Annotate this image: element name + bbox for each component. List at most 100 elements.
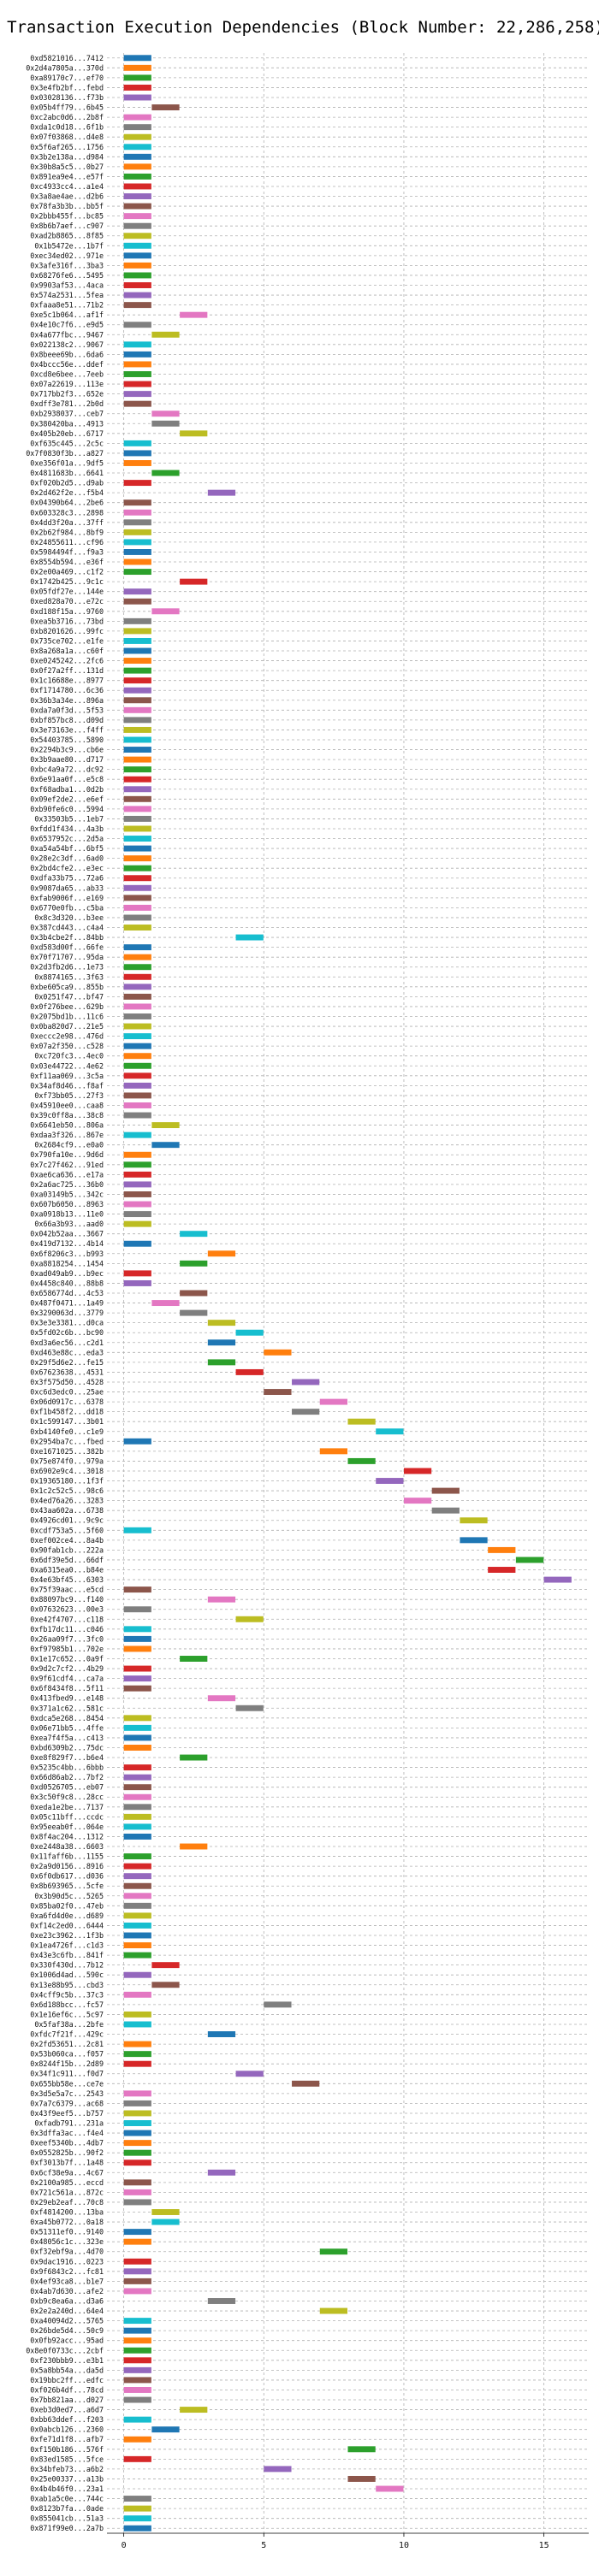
transaction-label: 0x4dd3f20a...37ff [30,518,104,527]
transaction-bar [123,2377,151,2384]
transaction-label: 0x9f6843c2...fc81 [30,2267,104,2276]
transaction-label: 0xd188f15a...9760 [30,607,104,616]
transaction-bar [235,1616,264,1622]
transaction-bar [264,1389,292,1396]
transaction-label: 0x30b8a5c5...0b27 [30,162,104,171]
transaction-label: 0x419d7132...4b14 [30,1239,104,1248]
transaction-bar [123,2258,151,2265]
transaction-label: 0x3a8ae4ae...d2b6 [30,192,104,201]
transaction-bar [123,677,151,684]
transaction-bar [123,1902,151,1909]
transaction-label: 0x2294b3c9...cb6e [30,746,104,754]
transaction-bar [123,1527,151,1533]
transaction-label: 0x2e00a469...c1f2 [30,568,104,576]
transaction-label: 0x68276fe6...5495 [30,271,104,280]
transaction-bar [123,1586,151,1593]
transaction-label: 0xf635c445...2c5c [30,439,104,447]
transaction-label: 0xbe605ca9...855b [30,983,104,991]
transaction-bar [123,875,151,882]
transaction-bar [123,855,151,862]
transaction-bar [460,1537,488,1544]
transaction-bar [319,1398,347,1405]
transaction-bar [123,667,151,674]
transaction-label: 0x78fa3b3b...bb5f [30,202,104,210]
transaction-bar [123,2159,151,2166]
transaction-bar [123,726,151,733]
transaction-bar [180,311,208,318]
transaction-bar [123,1072,151,1079]
transaction-bar [123,1793,151,1800]
x-tick-label: 10 [399,2541,409,2550]
transaction-label: 0xa8818254...1454 [30,1259,104,1267]
transaction-label: 0xa0918b13...11e0 [30,1210,104,1219]
transaction-bar [123,2149,151,2156]
transaction-bar [292,2080,320,2087]
transaction-bar [403,1468,432,1474]
transaction-label: 0x4b4b46f0...23a1 [30,2484,104,2493]
transaction-bar [347,1418,376,1425]
transaction-bar [123,1626,151,1633]
transaction-bar [180,578,208,585]
transaction-label: 0x28e2c3df...6ad0 [30,854,104,863]
transaction-label: 0x8b693965...5cfe [30,1882,104,1890]
transaction-label: 0xfadb791...231a [34,2119,104,2128]
transaction-label: 0xda1c0d18...6f1b [30,123,104,132]
transaction-bar [123,2396,151,2403]
transaction-bar [123,617,151,624]
transaction-bar [123,144,151,151]
transaction-label: 0xf97985b1...702e [30,1645,104,1653]
transaction-label: 0xfdd1f434...4a3b [30,824,104,833]
transaction-bar [123,1665,151,1672]
transaction-label: 0x330f430d...7b12 [30,1961,104,1970]
transaction-label: 0xea5b3716...73bd [30,617,104,625]
transaction-label: 0x6f8434f8...5f11 [30,1684,104,1693]
transaction-bar [123,747,151,753]
transaction-bar [123,74,151,81]
transaction-label: 0xf73bb05...27f3 [34,1091,104,1100]
transaction-bars [123,55,572,2532]
transaction-bar [180,2407,208,2414]
transaction-bar [180,1656,208,1662]
transaction-label: 0x06d0917c...6378 [30,1397,104,1406]
transaction-bar [123,440,151,446]
transaction-label: 0x6f0db617...d036 [30,1872,104,1881]
transaction-label: 0xd3a6ec56...c2d1 [30,1338,104,1347]
transaction-label: 0xeb3d0ed7...a6d7 [30,2406,104,2414]
transaction-label: 0x1e16ef6c...5c97 [30,2010,104,2018]
transaction-label: 0x2a9d0156...8916 [30,1862,104,1870]
transaction-bar [123,2199,151,2206]
transaction-label: 0x07632623...00e3 [30,1605,104,1614]
transaction-bar [180,1843,208,1850]
transaction-bar [319,2307,347,2314]
transaction-label: 0x9dac1916...0223 [30,2257,104,2266]
transaction-bar [207,2031,236,2037]
transaction-bar [123,549,151,555]
transaction-label: 0x05c11bff...ccdc [30,1812,104,1821]
transaction-bar [123,124,151,131]
transaction-bar [123,1764,151,1771]
transaction-bar [123,341,151,348]
transaction-label: 0xa45b0772...0a18 [30,2218,104,2226]
transaction-bar [123,400,151,407]
transaction-label: 0xdfa33b75...72a6 [30,874,104,883]
transaction-bar [123,1882,151,1889]
transaction-bar [123,964,151,971]
transaction-bar [123,302,151,309]
transaction-label: 0xfe71d1f8...afb7 [30,2435,104,2443]
transaction-bar [123,914,151,921]
transaction-label: 0x4e10c7f6...e9d5 [30,321,104,329]
transaction-label: 0x6770e0fb...c5ba [30,903,104,912]
transaction-bar [123,381,151,387]
transaction-bar [123,2327,151,2334]
transaction-label: 0x574a2531...5fea [30,291,104,299]
transaction-bar [207,2298,236,2304]
transaction-bar [151,470,180,476]
transaction-bar [123,717,151,724]
transaction-label: 0xdca5e268...8454 [30,1714,104,1722]
transaction-bar [376,2485,404,2492]
transaction-bar [180,1754,208,1761]
transaction-label: 0xf150b186...576f [30,2445,104,2454]
transaction-bar [123,1863,151,1870]
transaction-bar [123,1912,151,1919]
